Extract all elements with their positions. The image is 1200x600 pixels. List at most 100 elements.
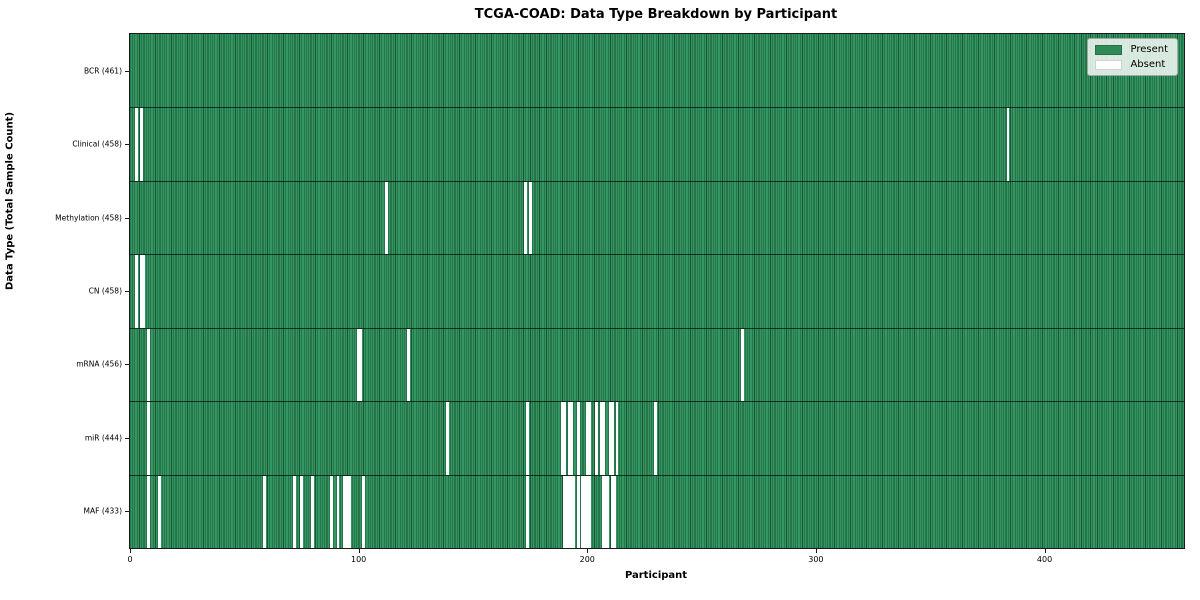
absent-mark	[576, 402, 580, 475]
absent-mark	[654, 402, 658, 475]
heatmap-rows	[130, 34, 1184, 548]
absent-mark	[613, 475, 617, 548]
x-tick-label: 400	[1036, 555, 1053, 564]
x-tick-mark	[130, 549, 131, 553]
absent-mark	[139, 108, 143, 181]
y-tick-mark	[125, 511, 129, 513]
absent-mark	[567, 475, 571, 548]
absent-mark	[610, 475, 614, 548]
absent-mark	[343, 475, 347, 548]
x-tick-mark	[1044, 549, 1046, 553]
y-tick-mark	[125, 364, 129, 366]
absent-mark	[446, 402, 450, 475]
x-tick-label: 300	[808, 555, 824, 564]
absent-mark	[336, 475, 340, 548]
heatmap-row-cn	[130, 254, 1184, 328]
y-axis-label: Data Type (Total Sample Count)	[4, 111, 16, 290]
y-tick-mark	[125, 291, 129, 292]
y-tick-mark	[125, 217, 129, 219]
absent-mark	[135, 255, 139, 328]
absent-mark	[565, 475, 569, 548]
absent-mark	[562, 402, 566, 475]
legend-swatch-absent	[1095, 59, 1123, 70]
x-tick-mark	[815, 549, 817, 553]
heatmap-row-maf	[130, 474, 1184, 548]
absent-mark	[135, 108, 139, 181]
absent-mark	[357, 328, 361, 402]
absent-mark	[524, 181, 527, 255]
absent-mark	[576, 475, 580, 548]
absent-mark	[311, 475, 315, 548]
y-tick-label: miR (444)	[84, 433, 122, 443]
y-tick-mark	[125, 437, 129, 439]
legend-item-present: Present	[1095, 44, 1168, 55]
absent-mark	[528, 181, 532, 255]
legend-swatch-present	[1095, 44, 1123, 55]
absent-mark	[601, 475, 605, 548]
y-tick-mark	[125, 144, 129, 146]
absent-mark	[569, 475, 573, 548]
absent-mark	[329, 475, 333, 548]
legend-item-absent: Absent	[1095, 59, 1168, 70]
absent-mark	[608, 402, 612, 475]
absent-mark	[741, 328, 745, 402]
x-tick-label: 100	[350, 555, 367, 564]
absent-mark	[581, 475, 585, 548]
y-tick-label: Methylation (458)	[55, 213, 122, 223]
x-axis-label: Participant	[624, 570, 688, 581]
absent-mark	[588, 402, 591, 475]
chart-title: TCGA-COAD: Data Type Breakdown by Partic…	[474, 7, 838, 22]
absent-mark	[146, 328, 150, 402]
heatmap-row-mir	[130, 401, 1184, 475]
y-tick-label: mRNA (456)	[76, 359, 122, 369]
y-tick-label: BCR (461)	[83, 66, 122, 76]
heatmap-row-mrna	[130, 327, 1184, 402]
absent-mark	[300, 475, 303, 548]
absent-mark	[139, 255, 143, 328]
absent-mark	[526, 402, 530, 475]
absent-mark	[615, 402, 619, 475]
absent-mark	[610, 402, 614, 475]
heatmap-row-clinical	[130, 107, 1184, 181]
x-tick-label: 200	[579, 555, 595, 564]
heatmap-row-methylation	[130, 180, 1184, 255]
absent-mark	[361, 475, 365, 548]
absent-mark	[572, 475, 575, 548]
x-tick-mark	[358, 549, 360, 553]
heatmap-row-bcr	[130, 34, 1184, 108]
absent-mark	[594, 402, 598, 475]
absent-mark	[348, 475, 351, 548]
absent-mark	[604, 475, 607, 548]
absent-mark	[146, 402, 150, 475]
plot-area: Present Absent	[129, 33, 1185, 549]
absent-mark	[588, 475, 591, 548]
absent-mark	[562, 475, 566, 548]
y-tick-label: MAF (433)	[83, 506, 122, 516]
absent-mark	[359, 328, 363, 402]
legend: Present Absent	[1087, 38, 1178, 76]
absent-mark	[526, 475, 530, 548]
absent-mark	[585, 475, 589, 548]
absent-mark	[599, 402, 603, 475]
absent-mark	[1006, 108, 1010, 181]
y-tick-mark	[125, 70, 129, 72]
absent-mark	[407, 328, 411, 402]
legend-label: Present	[1130, 44, 1168, 55]
absent-mark	[560, 402, 564, 475]
y-tick-label: CN (458)	[88, 286, 122, 296]
absent-mark	[293, 475, 297, 548]
absent-mark	[583, 475, 587, 548]
absent-mark	[142, 255, 146, 328]
y-tick-label: Clinical (458)	[72, 139, 122, 149]
absent-mark	[606, 475, 610, 548]
x-tick-mark	[587, 549, 589, 553]
legend-label: Absent	[1130, 59, 1166, 70]
absent-mark	[345, 475, 349, 548]
absent-mark	[158, 475, 162, 548]
absent-mark	[384, 181, 388, 255]
x-tick-label: 0	[127, 555, 133, 564]
absent-mark	[146, 475, 150, 548]
absent-mark	[585, 402, 589, 475]
absent-mark	[263, 475, 267, 548]
